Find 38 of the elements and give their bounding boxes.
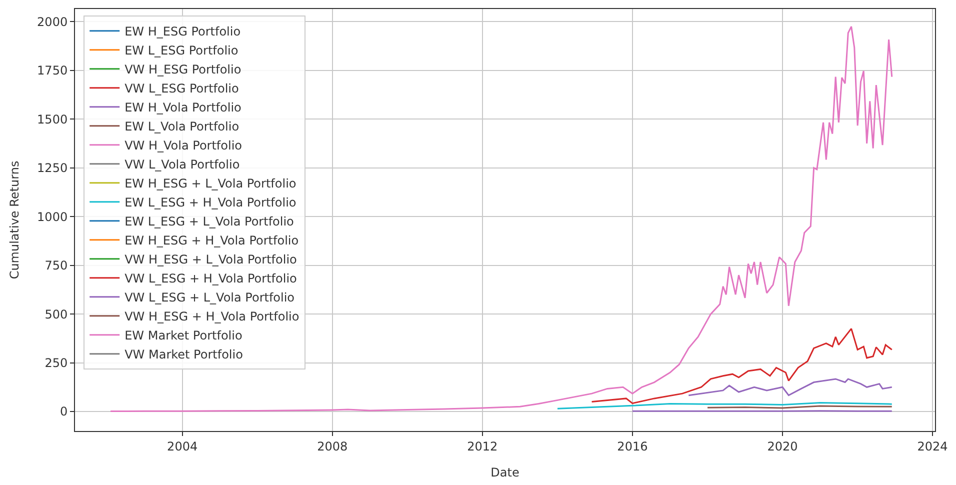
line-series xyxy=(591,328,893,404)
y-tick-label: 250 xyxy=(44,356,68,370)
legend-label: EW L_Vola Portfolio xyxy=(124,120,240,134)
y-tick-label: 500 xyxy=(44,307,68,322)
x-tick-label: 2016 xyxy=(617,439,648,454)
legend-label: VW L_ESG Portfolio xyxy=(124,82,239,96)
line-series xyxy=(110,26,893,412)
legend-label: EW H_Vola Portfolio xyxy=(124,100,242,115)
legend-label: VW H_ESG + L_Vola Portfolio xyxy=(124,252,297,267)
x-tick-label: 2020 xyxy=(767,439,798,454)
line-series xyxy=(688,378,893,396)
y-tick-label: 1250 xyxy=(37,161,68,176)
y-axis-title: Cumulative Returns xyxy=(7,160,22,280)
x-tick-label: 2012 xyxy=(467,439,498,454)
legend-label: VW H_Vola Portfolio xyxy=(124,138,242,153)
legend-label: VW Market Portfolio xyxy=(124,348,243,362)
legend-label: VW H_ESG Portfolio xyxy=(124,62,242,77)
legend-label: EW Market Portfolio xyxy=(124,328,242,343)
y-tick-label: 1500 xyxy=(37,112,68,126)
y-tick-label: 1000 xyxy=(37,210,68,224)
legend-label: EW L_ESG + L_Vola Portfolio xyxy=(124,214,294,229)
legend-label: EW L_ESG + H_Vola Portfolio xyxy=(124,196,296,210)
legend-label: EW L_ESG Portfolio xyxy=(124,44,238,58)
legend-label: VW H_ESG + H_Vola Portfolio xyxy=(124,310,300,324)
x-tick-label: 2024 xyxy=(917,439,948,454)
y-tick-label: 1750 xyxy=(37,64,68,78)
legend-label: EW H_ESG + H_Vola Portfolio xyxy=(124,234,299,248)
legend-label: EW H_ESG + L_Vola Portfolio xyxy=(124,176,296,191)
y-tick-label: 0 xyxy=(60,404,68,419)
legend-label: VW L_Vola Portfolio xyxy=(124,158,240,172)
x-axis-title: Date xyxy=(490,465,520,480)
legend-label: VW L_ESG + L_Vola Portfolio xyxy=(124,290,295,305)
y-tick-label: 750 xyxy=(44,258,68,273)
x-tick-label: 2004 xyxy=(167,439,198,454)
legend-label: EW H_ESG Portfolio xyxy=(124,24,241,39)
y-tick-label: 2000 xyxy=(37,14,68,29)
x-tick-label: 2008 xyxy=(317,439,348,454)
legend-label: VW L_ESG + H_Vola Portfolio xyxy=(124,272,297,286)
